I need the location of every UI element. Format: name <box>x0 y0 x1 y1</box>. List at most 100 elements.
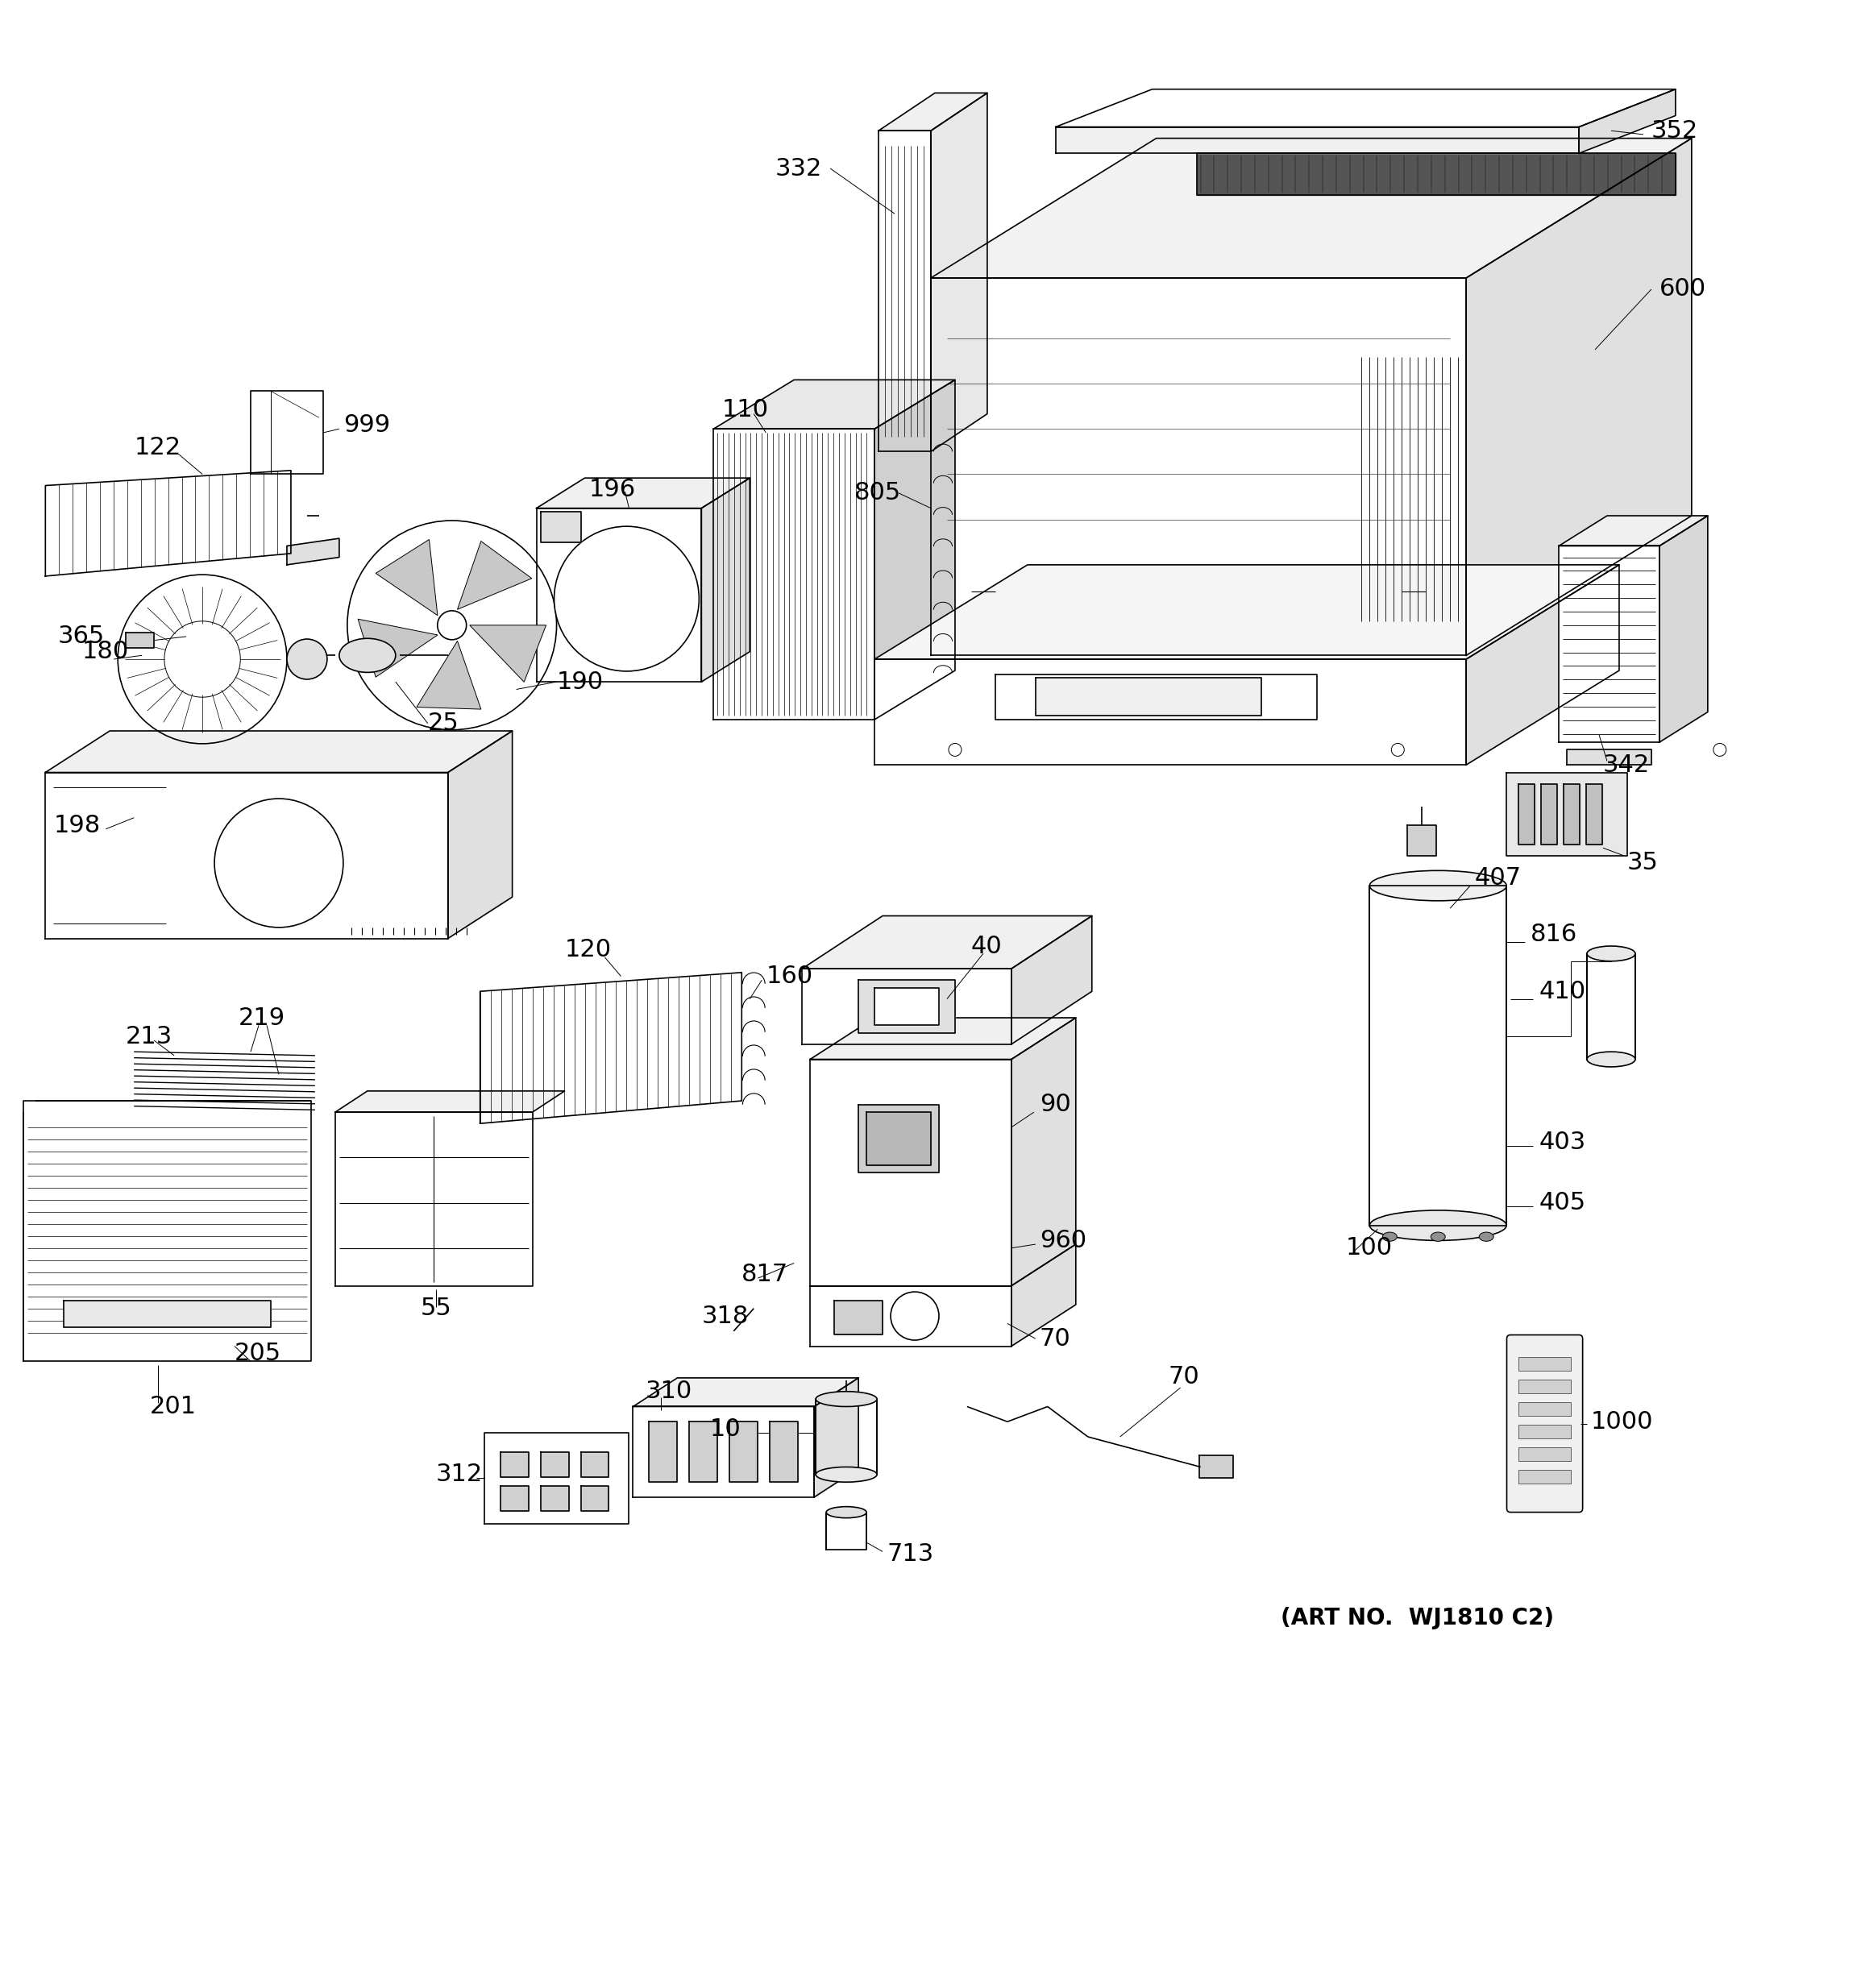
Polygon shape <box>127 632 155 648</box>
Text: 198: 198 <box>54 813 101 837</box>
Polygon shape <box>867 1111 931 1165</box>
Text: 160: 160 <box>767 964 813 988</box>
Polygon shape <box>1580 89 1675 153</box>
Polygon shape <box>1466 139 1692 656</box>
Polygon shape <box>1035 678 1261 716</box>
Polygon shape <box>485 1433 629 1523</box>
Polygon shape <box>250 392 323 475</box>
Text: 100: 100 <box>1345 1237 1393 1260</box>
Text: (ART NO.  WJ1810 C2): (ART NO. WJ1810 C2) <box>1281 1606 1554 1630</box>
Text: 213: 213 <box>127 1026 173 1048</box>
Polygon shape <box>416 640 481 710</box>
Circle shape <box>949 744 962 755</box>
Text: 332: 332 <box>776 157 822 181</box>
Text: 312: 312 <box>436 1463 483 1487</box>
Polygon shape <box>1587 954 1636 1060</box>
Bar <box>1518 1356 1570 1370</box>
Polygon shape <box>24 1101 311 1362</box>
Polygon shape <box>45 732 513 773</box>
Polygon shape <box>931 278 1466 656</box>
Text: 110: 110 <box>722 398 768 421</box>
Polygon shape <box>541 1485 569 1511</box>
Polygon shape <box>690 1421 718 1483</box>
Polygon shape <box>580 1451 608 1477</box>
Text: 999: 999 <box>343 414 390 437</box>
Text: 201: 201 <box>149 1396 198 1417</box>
Text: 40: 40 <box>972 934 1002 958</box>
Text: 35: 35 <box>1626 851 1658 875</box>
Polygon shape <box>875 380 955 720</box>
Ellipse shape <box>815 1467 877 1483</box>
Ellipse shape <box>1369 1211 1507 1241</box>
Polygon shape <box>878 131 931 451</box>
Polygon shape <box>500 1485 528 1511</box>
Polygon shape <box>1466 565 1619 765</box>
FancyBboxPatch shape <box>1507 1334 1583 1513</box>
Text: 205: 205 <box>235 1342 282 1366</box>
Polygon shape <box>287 539 339 565</box>
Text: 180: 180 <box>82 640 129 664</box>
Text: 122: 122 <box>134 435 181 459</box>
Polygon shape <box>1056 127 1580 153</box>
Polygon shape <box>500 1451 528 1477</box>
Polygon shape <box>45 773 448 938</box>
Circle shape <box>554 527 699 672</box>
Text: 55: 55 <box>420 1296 451 1320</box>
Polygon shape <box>479 972 742 1123</box>
Polygon shape <box>714 429 875 720</box>
Polygon shape <box>448 732 513 938</box>
Text: 310: 310 <box>645 1380 692 1404</box>
Polygon shape <box>729 1421 757 1483</box>
Text: 219: 219 <box>239 1006 285 1030</box>
Polygon shape <box>1540 783 1557 845</box>
Bar <box>1518 1425 1570 1437</box>
Polygon shape <box>45 471 291 577</box>
Polygon shape <box>931 139 1692 278</box>
Text: 600: 600 <box>1660 278 1706 300</box>
Polygon shape <box>809 1018 1076 1060</box>
Ellipse shape <box>1382 1233 1397 1241</box>
Polygon shape <box>802 968 1011 1044</box>
Ellipse shape <box>1479 1233 1494 1241</box>
Polygon shape <box>1011 1018 1076 1286</box>
Polygon shape <box>701 477 750 682</box>
Polygon shape <box>996 674 1317 720</box>
Polygon shape <box>1056 89 1675 127</box>
Polygon shape <box>1559 547 1660 742</box>
Ellipse shape <box>826 1507 867 1519</box>
Polygon shape <box>1559 515 1708 547</box>
Text: 10: 10 <box>709 1417 740 1441</box>
Polygon shape <box>1011 916 1091 1044</box>
Polygon shape <box>858 1105 938 1173</box>
Polygon shape <box>875 660 1466 765</box>
Text: 817: 817 <box>742 1262 789 1286</box>
Text: 816: 816 <box>1531 922 1578 946</box>
Polygon shape <box>649 1421 677 1483</box>
Ellipse shape <box>1369 871 1507 901</box>
Text: 405: 405 <box>1539 1191 1585 1215</box>
Text: 196: 196 <box>589 477 636 501</box>
Polygon shape <box>358 618 438 678</box>
Polygon shape <box>770 1421 798 1483</box>
Polygon shape <box>809 1286 1011 1346</box>
Text: 70: 70 <box>1039 1326 1071 1350</box>
Text: 190: 190 <box>556 670 604 694</box>
Polygon shape <box>1585 783 1602 845</box>
Text: 410: 410 <box>1539 980 1585 1004</box>
Ellipse shape <box>1587 1052 1636 1068</box>
Bar <box>1518 1380 1570 1394</box>
Text: 805: 805 <box>854 481 901 505</box>
Polygon shape <box>1563 783 1580 845</box>
Text: 403: 403 <box>1539 1131 1585 1153</box>
Text: 120: 120 <box>565 938 612 962</box>
Polygon shape <box>1011 1244 1076 1346</box>
Polygon shape <box>931 93 987 451</box>
Circle shape <box>287 638 326 680</box>
Text: 25: 25 <box>427 712 459 736</box>
Polygon shape <box>375 539 438 616</box>
Polygon shape <box>632 1408 815 1497</box>
Circle shape <box>1714 744 1727 755</box>
Text: 713: 713 <box>886 1543 934 1565</box>
Circle shape <box>1391 744 1404 755</box>
Text: 70: 70 <box>1167 1364 1199 1388</box>
